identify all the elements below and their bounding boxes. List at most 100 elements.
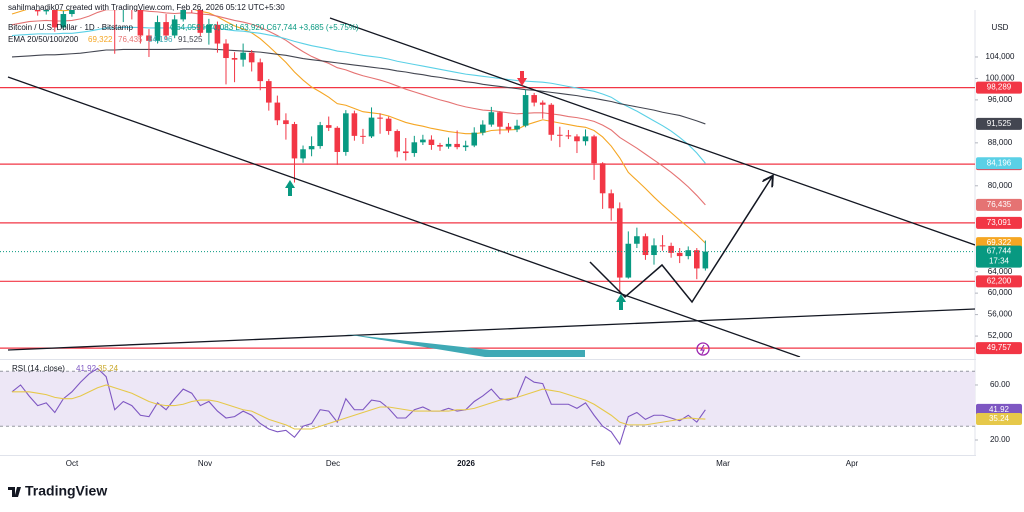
candle-body <box>351 113 358 136</box>
rsi-band <box>0 371 975 427</box>
candle-body <box>197 10 204 33</box>
y-tick-label: 56,000 <box>988 310 1013 319</box>
rsi-line <box>12 384 706 430</box>
rsi-value: 41.92 <box>76 364 97 373</box>
ema-value: 76,435 <box>118 35 143 44</box>
candle-body <box>445 143 452 147</box>
rsi-ma-value: 35.24 <box>98 364 119 373</box>
rsi-line <box>11 367 706 446</box>
event-icon <box>696 342 710 356</box>
candle-body <box>702 251 709 269</box>
candle-body <box>69 10 75 15</box>
ema-line <box>11 48 706 125</box>
candle-body <box>454 143 460 148</box>
x-tick-label: 2026 <box>457 459 475 468</box>
candle-body <box>694 250 700 269</box>
candle-body <box>420 139 426 143</box>
last-price-badge: 67,744 <box>987 247 1012 256</box>
candle-body <box>214 24 221 44</box>
ema-value: 84,196 <box>148 35 173 44</box>
candle-body <box>539 102 546 105</box>
candle-body <box>377 117 383 119</box>
candle-body <box>325 125 332 128</box>
teal-drawing <box>345 334 585 357</box>
candle-body <box>565 135 572 137</box>
indicator-label: EMA 20/50/100/200 <box>8 35 79 44</box>
y-tick-label: 88,000 <box>988 138 1013 147</box>
last-price-badge-bg <box>976 245 1022 268</box>
rsi-title: RSI (14, close) <box>12 364 65 373</box>
candle-body <box>548 104 555 135</box>
candle-body <box>462 145 469 148</box>
ema-badge-bg <box>976 198 1022 211</box>
ema-badge: 84,196 <box>987 158 1012 167</box>
ema-line <box>11 26 706 164</box>
candle-body <box>137 10 144 36</box>
event-icon-bolt <box>699 344 705 355</box>
candle-body <box>257 62 264 82</box>
symbol-title: Bitcoin / U.S. Dollar · 1D · Bitstamp <box>8 23 133 32</box>
candle-body <box>616 208 623 278</box>
candle-body <box>625 243 632 278</box>
candle-body <box>206 24 212 33</box>
candle-body <box>43 10 50 12</box>
y-tick-label: 100,000 <box>986 74 1015 83</box>
candle-body <box>283 120 289 125</box>
level-badge: 73,091 <box>987 218 1012 227</box>
price-pane <box>0 10 975 349</box>
candle-body <box>231 58 238 60</box>
candle-body <box>505 126 512 130</box>
currency: USD <box>992 23 1009 32</box>
candle-body <box>180 10 186 20</box>
candle-body <box>34 10 41 12</box>
candle-body <box>480 124 486 133</box>
y-tick-label: 80,000 <box>988 181 1013 190</box>
level-badge: 98,289 <box>987 83 1012 92</box>
candle-body <box>651 245 657 256</box>
candle-body <box>291 124 298 159</box>
candle-body <box>154 22 161 41</box>
candle-body <box>223 43 229 59</box>
up-arrow <box>285 180 295 196</box>
rsi-badge-bg <box>976 413 1022 426</box>
candle-body <box>385 118 392 132</box>
candle-body <box>437 144 443 147</box>
candle-body <box>522 95 529 126</box>
candle-body <box>514 125 520 130</box>
x-tick-label: Mar <box>716 459 730 468</box>
rsi-pane <box>0 367 975 446</box>
candle-body <box>343 113 349 152</box>
candle-body <box>411 142 418 154</box>
candle-body <box>317 125 323 147</box>
candle-body <box>574 136 580 142</box>
level-badge-bg <box>976 81 1022 94</box>
candle-body <box>248 52 255 63</box>
candle-body <box>488 112 495 125</box>
candle-body <box>394 131 400 152</box>
candle-body <box>360 135 366 137</box>
candle-body <box>557 134 563 136</box>
level-badge-bg <box>976 216 1022 229</box>
countdown: 17:34 <box>989 257 1010 266</box>
upper-channel-line <box>329 17 975 246</box>
y-tick-label: 60,000 <box>988 288 1013 297</box>
candle-body <box>685 250 692 257</box>
projection-path <box>589 177 772 304</box>
level-badge: 62,200 <box>987 276 1012 285</box>
candle-body <box>274 102 281 121</box>
logo-mark <box>8 487 21 497</box>
logo-text: TradingView <box>25 483 107 499</box>
candle-body <box>497 112 503 127</box>
candle-body <box>599 163 606 194</box>
candle-body <box>368 117 375 137</box>
candle-body <box>300 149 306 159</box>
candle-body <box>642 236 649 256</box>
level-badge-bg <box>976 342 1022 355</box>
candle-body <box>428 139 435 145</box>
drawings <box>7 17 975 357</box>
candle-body <box>308 146 315 150</box>
candle-body <box>402 151 409 154</box>
lower-channel-line <box>7 76 801 357</box>
